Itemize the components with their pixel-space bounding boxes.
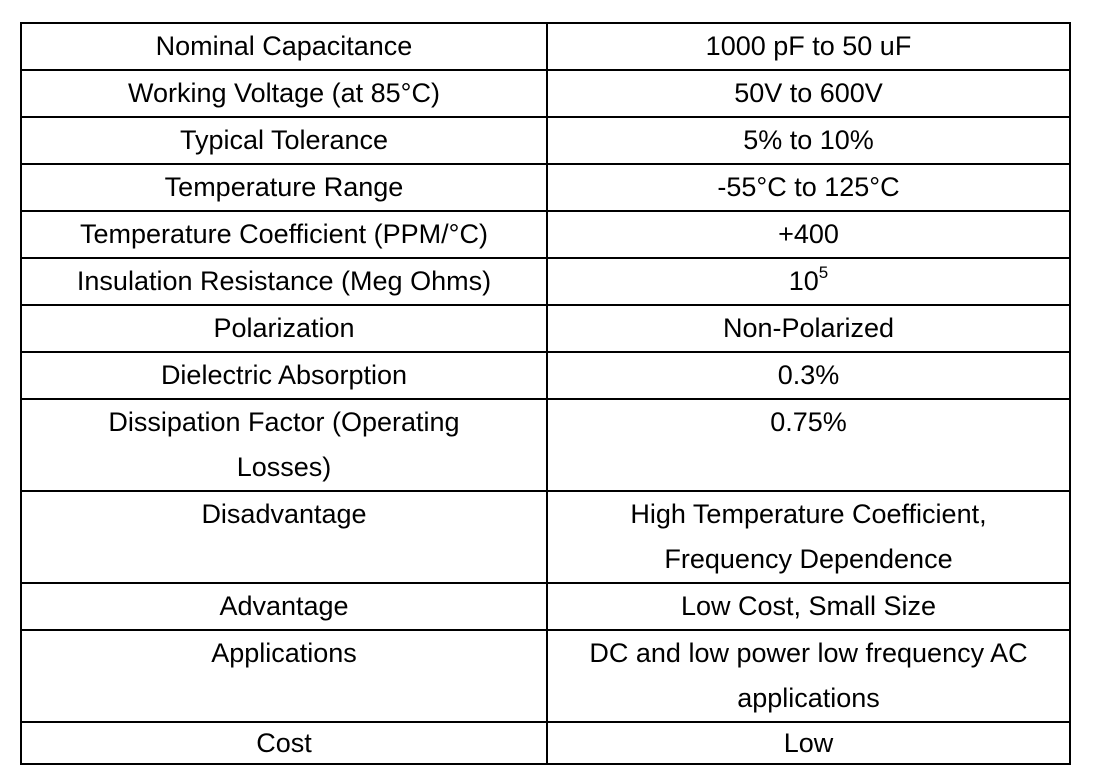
property-cell: Advantage	[20, 582, 548, 631]
cell-text: 50V to 600V	[734, 78, 883, 108]
cell-text: 5% to 10%	[743, 125, 874, 155]
table-row: Working Voltage (at 85°C) 50V to 600V	[20, 69, 1071, 118]
cell-text: Working Voltage (at 85°C)	[128, 78, 440, 108]
table-row: Dielectric Absorption 0.3%	[20, 351, 1071, 400]
cell-text: 1000 pF to 50 uF	[705, 31, 912, 61]
cell-base: 10	[788, 266, 819, 296]
cell-text: Applications	[211, 638, 357, 668]
value-cell: High Temperature Coefficient, Frequency …	[546, 490, 1071, 584]
property-cell: Dielectric Absorption	[20, 351, 548, 400]
table-row: Cost Low	[20, 721, 1071, 765]
table-row: Temperature Coefficient (PPM/°C) +400	[20, 210, 1071, 259]
value-cell: -55°C to 125°C	[546, 163, 1071, 212]
cell-text: Temperature Range	[164, 172, 404, 202]
cell-text: Polarization	[213, 313, 355, 343]
table-body: Nominal Capacitance 1000 pF to 50 uF Worki…	[20, 22, 1071, 765]
cell-text: 0.3%	[777, 360, 840, 390]
property-cell: Polarization	[20, 304, 548, 353]
value-cell: 0.75%	[546, 398, 1071, 492]
cell-superscript: 5	[818, 263, 829, 282]
table-row: Nominal Capacitance 1000 pF to 50 uF	[20, 22, 1071, 71]
cell-text: Cost	[256, 728, 312, 758]
property-cell: Temperature Range	[20, 163, 548, 212]
table-row: Dissipation Factor (Operating Losses) 0.7…	[20, 398, 1071, 492]
cell-text: Nominal Capacitance	[155, 31, 413, 61]
cell-text: Non-Polarized	[722, 313, 895, 343]
cell-text: Typical Tolerance	[179, 125, 389, 155]
value-cell: +400	[546, 210, 1071, 259]
value-cell: 1000 pF to 50 uF	[546, 22, 1071, 71]
cell-text: 105	[589, 259, 1029, 304]
spec-table: Nominal Capacitance 1000 pF to 50 uF Worki…	[20, 22, 1071, 765]
property-cell: Working Voltage (at 85°C)	[20, 69, 548, 118]
cell-text: Low Cost, Small Size	[680, 591, 937, 621]
cell-text: Insulation Resistance (Meg Ohms)	[76, 266, 492, 296]
table-row: Disadvantage High Temperature Coefficient…	[20, 490, 1071, 584]
value-cell: 5% to 10%	[546, 116, 1071, 165]
property-cell: Dissipation Factor (Operating Losses)	[20, 398, 548, 492]
value-cell: Non-Polarized	[546, 304, 1071, 353]
table-row: Insulation Resistance (Meg Ohms) 105	[20, 257, 1071, 306]
table-row: Advantage Low Cost, Small Size	[20, 582, 1071, 631]
value-cell: Low Cost, Small Size	[546, 582, 1071, 631]
cell-text: Dielectric Absorption	[160, 360, 408, 390]
cell-text: Dissipation Factor (Operating Losses)	[108, 407, 460, 482]
value-cell: DC and low power low frequency AC applic…	[546, 629, 1071, 723]
cell-text: DC and low power low frequency AC applic…	[589, 638, 1028, 713]
table-row: Temperature Range -55°C to 125°C	[20, 163, 1071, 212]
table-row: Polarization Non-Polarized	[20, 304, 1071, 353]
cell-text: Advantage	[219, 591, 349, 621]
property-cell: Cost	[20, 721, 548, 765]
value-cell: 105	[546, 257, 1071, 306]
table-row: Applications DC and low power low frequen…	[20, 629, 1071, 723]
value-cell: 0.3%	[546, 351, 1071, 400]
cell-text: High Temperature Coefficient, Frequency …	[630, 499, 987, 574]
value-cell: 50V to 600V	[546, 69, 1071, 118]
cell-text: +400	[778, 219, 839, 249]
property-cell: Applications	[20, 629, 548, 723]
value-cell: Low	[546, 721, 1071, 765]
cell-text: Low	[783, 728, 834, 758]
table-row: Typical Tolerance 5% to 10%	[20, 116, 1071, 165]
property-cell: Disadvantage	[20, 490, 548, 584]
property-cell: Typical Tolerance	[20, 116, 548, 165]
property-cell: Insulation Resistance (Meg Ohms)	[20, 257, 548, 306]
cell-text: Disadvantage	[201, 499, 367, 529]
property-cell: Temperature Coefficient (PPM/°C)	[20, 210, 548, 259]
property-cell: Nominal Capacitance	[20, 22, 548, 71]
cell-text: 0.75%	[770, 407, 847, 437]
cell-text: -55°C to 125°C	[717, 172, 900, 202]
cell-text: Temperature Coefficient (PPM/°C)	[80, 219, 488, 249]
